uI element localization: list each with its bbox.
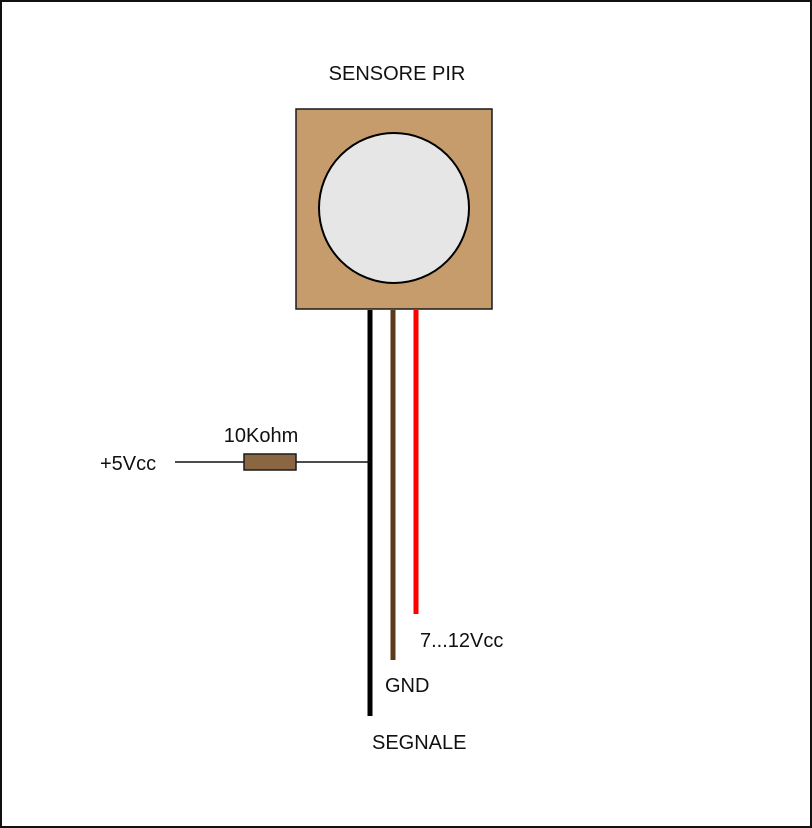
resistor-label: 10Kohm — [224, 425, 299, 447]
sensor-title: SENSORE PIR — [329, 63, 466, 85]
ground-wire-label: GND — [385, 675, 429, 697]
signal-wire-label: SEGNALE — [372, 732, 466, 754]
power-wire-label: 7...12Vcc — [420, 630, 503, 652]
resistor-10kohm — [243, 453, 297, 471]
pullup-supply-label: +5Vcc — [100, 453, 156, 475]
sensor-lens — [318, 132, 470, 284]
